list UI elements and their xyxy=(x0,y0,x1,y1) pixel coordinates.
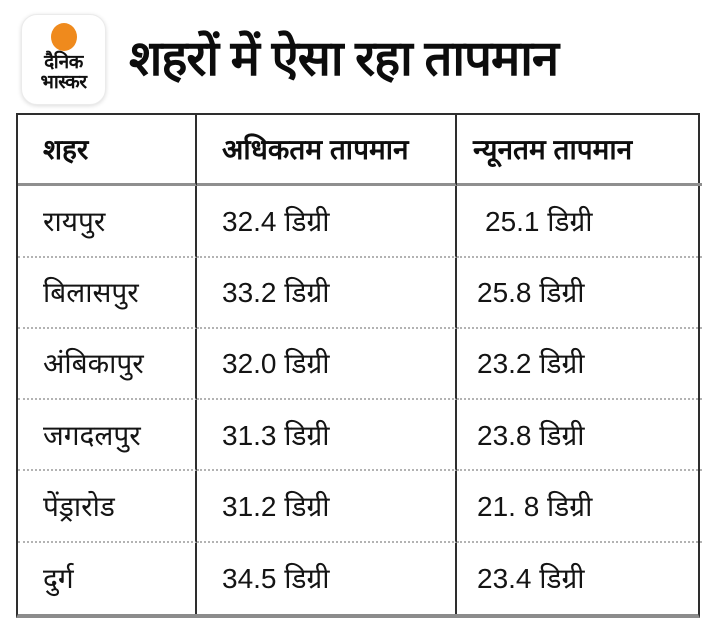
table-row-min-temp: 21. 8 डिग्री xyxy=(457,471,702,543)
table-row-max-temp: 31.3 डिग्री xyxy=(197,400,457,472)
table-row-city: अंबिकापुर xyxy=(18,328,197,401)
column-header-city: शहर xyxy=(18,115,197,187)
table-row-max-temp: 31.2 डिग्री xyxy=(197,471,457,543)
table-row-city: रायपुर xyxy=(18,186,197,258)
orange-dot-icon xyxy=(50,23,77,51)
table-row-city: पेंड्रारोड xyxy=(18,471,197,543)
table-row-city: दुर्ग xyxy=(18,542,197,614)
logo-text: दैनिक भास्कर xyxy=(40,52,87,93)
table-row-max-temp: 32.4 डिग्री xyxy=(197,186,457,258)
table-row-max-temp: 32.0 डिग्री xyxy=(197,328,457,401)
logo-line1: दैनिक xyxy=(44,52,83,73)
logo-line2: भास्कर xyxy=(40,71,87,93)
table-row-max-temp: 33.2 डिग्री xyxy=(197,257,457,329)
table-row-min-temp: 25.1 डिग्री xyxy=(457,186,702,258)
temperature-table: शहर अधिकतम तापमान न्यूनतम तापमान रायपुर … xyxy=(16,113,702,618)
table-row-min-temp: 23.8 डिग्री xyxy=(457,400,702,472)
page-title: शहरों में ऐसा रहा तापमान xyxy=(129,32,559,86)
dainik-bhaskar-logo: दैनिक भास्कर xyxy=(21,14,106,105)
table-row-max-temp: 34.5 डिग्री xyxy=(197,542,457,614)
column-header-min-temp: न्यूनतम तापमान xyxy=(457,115,702,187)
table-row-min-temp: 25.8 डिग्री xyxy=(457,258,702,329)
table-row-city: बिलासपुर xyxy=(18,257,197,329)
table-row-min-temp: 23.4 डिग्री xyxy=(477,563,585,595)
column-header-max-temp: अधिकतम तापमान xyxy=(197,115,457,187)
table-row-min-temp: 23.2 डिग्री xyxy=(457,329,702,401)
table-row-city: जगदलपुर xyxy=(18,400,197,472)
